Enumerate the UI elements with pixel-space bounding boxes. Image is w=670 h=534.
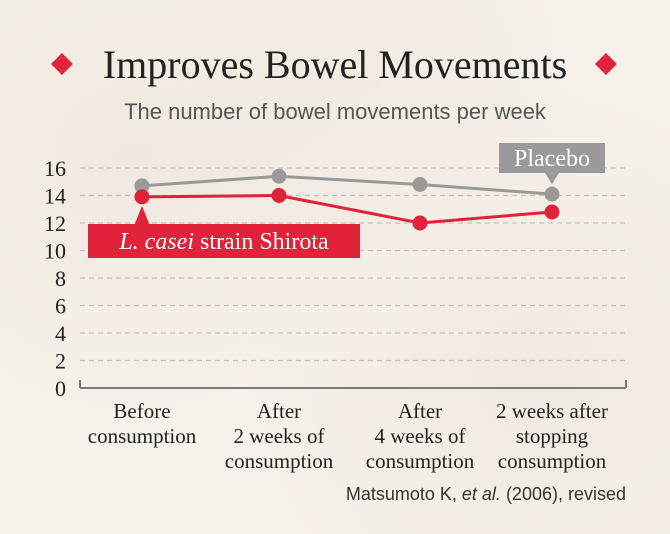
shirota-point	[412, 215, 428, 231]
shirota-point	[544, 204, 560, 220]
x-axis	[79, 380, 627, 389]
x-category-label: After 4 weeks of consumption	[366, 399, 475, 473]
placebo-label-box	[499, 143, 605, 173]
y-tick-label: 16	[44, 156, 66, 181]
chart-subtitle: The number of bowel movements per week	[124, 99, 547, 124]
source-citation: Matsumoto K, et al. (2006), revised	[346, 484, 626, 504]
chart-title: Improves Bowel Movements	[103, 42, 567, 87]
shirota-label-pointer	[134, 205, 150, 226]
y-tick-label: 10	[44, 239, 66, 264]
placebo-point	[271, 168, 287, 184]
y-tick-label: 0	[55, 376, 66, 401]
placebo-label-pointer	[545, 173, 559, 185]
series-labels: Placebo L. casei strain Shirota	[88, 143, 605, 258]
y-tick-label: 8	[55, 266, 66, 291]
y-tick-label: 2	[55, 349, 66, 374]
shirota-line	[141, 193, 553, 225]
placebo-line	[141, 174, 553, 196]
shirota-label: L. casei strain Shirota	[118, 229, 329, 255]
shirota-point	[134, 189, 150, 205]
shirota-label-box	[88, 224, 360, 258]
shirota-point	[271, 188, 287, 203]
title-diamond-left-icon	[51, 53, 73, 75]
x-category-label: Before consumption	[88, 399, 197, 448]
y-tick-label: 4	[55, 321, 66, 346]
series-group	[134, 168, 560, 231]
x-category-label: 2 weeks after stopping consumption	[496, 399, 608, 473]
placebo-label: Placebo	[514, 146, 590, 172]
title-diamond-right-icon	[595, 53, 617, 75]
y-tick-label: 12	[44, 211, 66, 236]
placebo-point	[412, 177, 428, 192]
x-axis-categories: Before consumption After 2 weeks of consumpt…	[88, 399, 608, 473]
y-tick-label: 14	[44, 184, 66, 209]
y-tick-label: 6	[55, 294, 66, 319]
placebo-point	[134, 178, 150, 194]
x-category-label: After 2 weeks of consumption	[225, 399, 334, 473]
placebo-point	[544, 186, 560, 202]
